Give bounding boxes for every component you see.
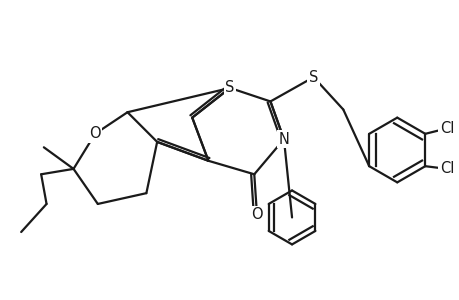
Text: O: O [89, 126, 101, 141]
Text: O: O [251, 207, 262, 222]
Text: N: N [278, 132, 289, 147]
Text: Cl: Cl [439, 161, 453, 176]
Text: Cl: Cl [439, 121, 453, 136]
Text: S: S [308, 70, 318, 85]
Text: S: S [225, 80, 234, 95]
